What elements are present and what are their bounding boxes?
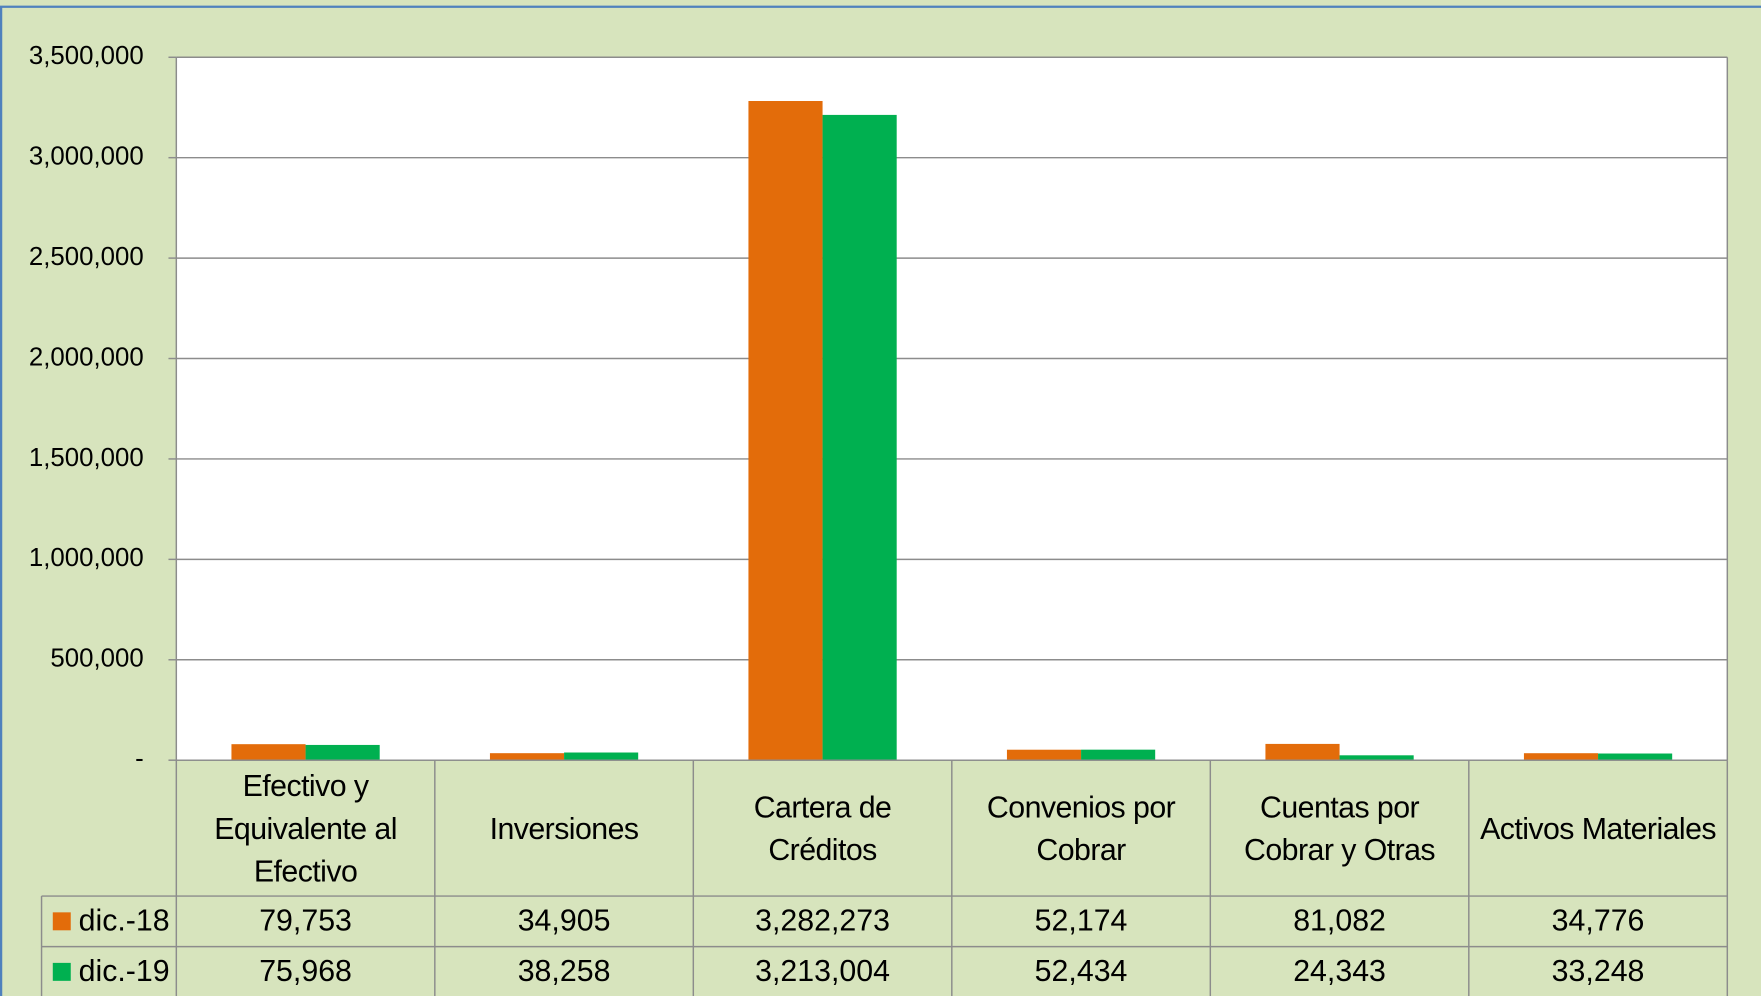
- bar: [1265, 743, 1340, 761]
- legend-label: dic.-19: [79, 955, 170, 988]
- table-value: 34,905: [518, 904, 611, 937]
- category-label: Efectivo y Equivalente al Efectivo: [214, 768, 397, 888]
- table-value: 33,248: [1552, 955, 1645, 988]
- bar: [489, 753, 565, 761]
- y-tick-label: 1,500,000: [29, 444, 144, 472]
- legend-swatch: [52, 912, 71, 931]
- bar: [1523, 753, 1599, 761]
- plot-area: [176, 57, 1728, 761]
- bar: [748, 100, 823, 761]
- y-tick-label: 500,000: [50, 645, 143, 673]
- bar: [1598, 753, 1673, 761]
- category-cell: Inversiones: [489, 811, 639, 845]
- category-cell: Cartera de Créditos: [753, 789, 892, 867]
- table-value: 52,174: [1035, 904, 1128, 937]
- y-tick-label: 3,000,000: [29, 143, 144, 171]
- table-value: 34,776: [1552, 904, 1645, 937]
- bar: [564, 752, 639, 761]
- category-label: Activos Materiales: [1480, 811, 1717, 845]
- bar: [1081, 749, 1156, 761]
- category-cell: Efectivo y Equivalente al Efectivo: [214, 768, 397, 888]
- table-value: 79,753: [259, 904, 352, 937]
- table-value: 24,343: [1293, 955, 1386, 988]
- y-tick-label: 2,500,000: [29, 243, 144, 271]
- category-cell: Cuentas por Cobrar y Otras: [1244, 789, 1436, 867]
- table-value: 3,213,004: [755, 955, 890, 988]
- legend-label: dic.-18: [79, 904, 170, 937]
- table-value: 3,282,273: [755, 904, 890, 937]
- bar: [822, 114, 897, 761]
- y-tick-label: -: [135, 745, 144, 773]
- category-label: Convenios por Cobrar: [986, 789, 1176, 867]
- table-value: 52,434: [1035, 955, 1128, 988]
- category-cell: Activos Materiales: [1480, 811, 1717, 845]
- bar: [1339, 755, 1414, 761]
- category-label: Cuentas por Cobrar y Otras: [1244, 789, 1436, 867]
- y-tick-label: 2,000,000: [29, 343, 144, 371]
- y-tick-label: 3,500,000: [29, 42, 144, 70]
- category-cell: Convenios por Cobrar: [986, 789, 1176, 867]
- table-value: 81,082: [1293, 904, 1386, 937]
- y-tick-label: 1,000,000: [29, 544, 144, 572]
- table-value: 38,258: [518, 955, 611, 988]
- legend-swatch: [52, 962, 71, 981]
- category-label: Inversiones: [489, 811, 639, 845]
- frame: [0, 5, 1761, 996]
- bar: [231, 744, 306, 761]
- bar: [305, 744, 380, 761]
- bar: [1006, 749, 1082, 761]
- category-label: Cartera de Créditos: [753, 789, 892, 867]
- table-value: 75,968: [259, 955, 352, 988]
